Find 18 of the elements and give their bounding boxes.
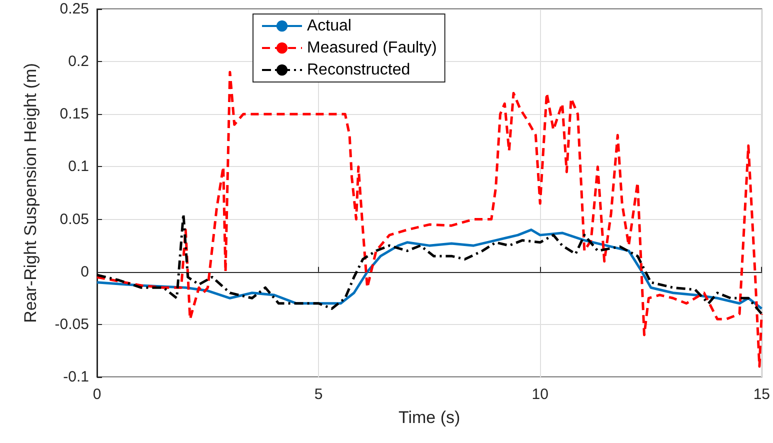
y-tick-label: 0.2 — [68, 53, 89, 70]
y-tick-label: 0.15 — [60, 106, 89, 123]
x-tick-label: 0 — [92, 386, 102, 403]
y-tick-label: 0 — [80, 263, 89, 280]
legend-label: Actual — [307, 18, 352, 34]
x-tick-label: 15 — [753, 386, 770, 403]
legend-label: Measured (Faulty) — [307, 40, 437, 56]
x-tick-label: 10 — [532, 386, 548, 403]
line-series — [96, 212, 763, 316]
y-axis-title: Rear-Right Suspension Height (m) — [21, 63, 40, 323]
x-tick-label: 5 — [314, 386, 323, 403]
y-tick-label: -0.05 — [54, 316, 89, 333]
y-tick-label: 0.05 — [60, 210, 89, 228]
x-axis-title: Time (s) — [398, 408, 460, 427]
y-tick-label: -0.1 — [63, 368, 89, 386]
legend-label: Reconstructed — [307, 62, 410, 78]
y-tick-label: 0.1 — [68, 158, 89, 176]
y-tick-label: 0.25 — [60, 0, 89, 18]
